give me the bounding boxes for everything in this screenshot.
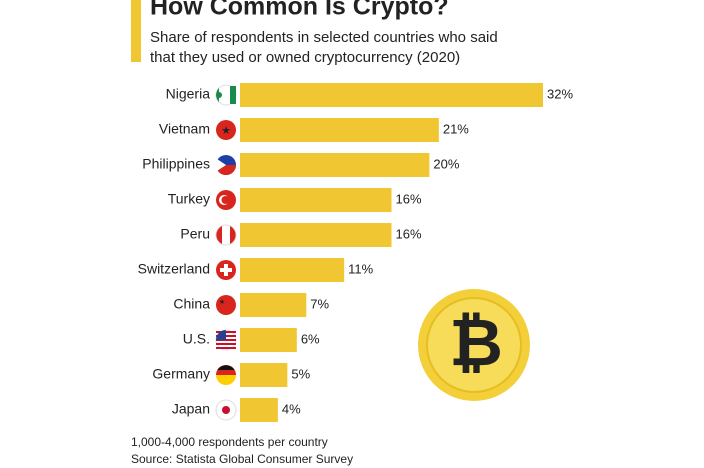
category-label: Switzerland	[138, 261, 210, 277]
accent-bar	[131, 0, 141, 62]
value-label: 32%	[547, 86, 573, 101]
category-label: Philippines	[142, 156, 210, 172]
bar	[240, 223, 392, 247]
value-label: 7%	[310, 296, 329, 311]
category-label: Japan	[172, 401, 210, 417]
value-label: 4%	[282, 401, 301, 416]
source: Source: Statista Global Consumer Survey	[131, 452, 353, 466]
bar	[240, 83, 543, 107]
value-label: 20%	[433, 156, 459, 171]
value-label: 16%	[396, 226, 422, 241]
flag: ★	[216, 295, 236, 315]
bar	[240, 398, 278, 422]
category-label: Turkey	[168, 191, 210, 207]
flag	[215, 155, 236, 175]
value-label: 21%	[443, 121, 469, 136]
note: 1,000-4,000 respondents per country	[131, 435, 328, 449]
svg-text:★: ★	[221, 125, 231, 137]
category-label: Nigeria	[166, 86, 211, 102]
subtitle: Share of respondents in selected countri…	[150, 29, 498, 46]
bar	[240, 328, 297, 352]
flag	[215, 399, 237, 421]
value-label: 16%	[396, 191, 422, 206]
flag	[216, 190, 236, 210]
category-label: Vietnam	[159, 121, 210, 137]
bitcoin-icon: ₿	[418, 289, 530, 401]
bar	[240, 188, 392, 212]
flag	[215, 224, 237, 246]
value-label: 5%	[291, 366, 310, 381]
flag	[216, 365, 236, 385]
chart-title: How Common Is Crypto?	[150, 0, 449, 21]
flags: ★ ★	[215, 84, 237, 421]
bar	[240, 258, 345, 282]
bar	[240, 153, 430, 177]
value-label: 11%	[348, 261, 373, 276]
bar	[240, 118, 439, 142]
bar	[240, 293, 307, 317]
category-label: China	[173, 296, 210, 312]
category-label: Peru	[180, 226, 210, 242]
flag	[216, 260, 236, 280]
value-label: 6%	[301, 331, 320, 346]
category-label: U.S.	[183, 331, 210, 347]
subtitle: that they used or owned cryptocurrency (…	[150, 49, 460, 66]
bar	[240, 363, 288, 387]
svg-text:₿: ₿	[449, 305, 503, 379]
category-label: Germany	[152, 366, 210, 382]
flag	[215, 329, 237, 351]
flag: ★	[216, 120, 236, 140]
svg-text:★: ★	[219, 298, 225, 306]
flag	[215, 84, 237, 106]
